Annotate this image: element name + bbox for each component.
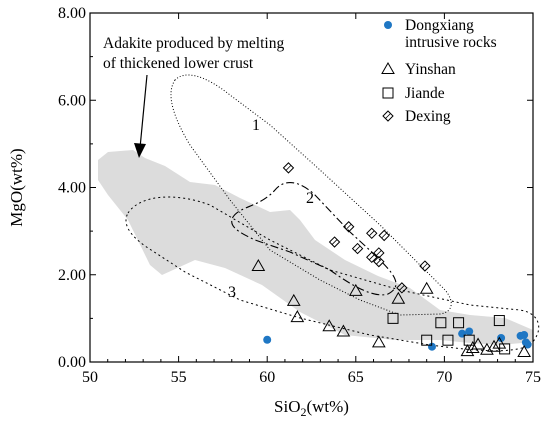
point-diamond-1-slash: [331, 239, 338, 245]
point-square-4: [453, 317, 465, 329]
legend-marker-square: [382, 87, 394, 99]
region-3-label: 3: [228, 284, 236, 301]
point-filled-circle-8: [520, 330, 529, 339]
point-diamond-0-slash: [285, 165, 292, 171]
point-triangle-0: [251, 259, 266, 272]
point-triangle-15: [517, 344, 532, 357]
point-square-0: [387, 312, 399, 324]
legend-marker-diamond: [382, 110, 394, 122]
x-axis-title: SiO2(wt%): [274, 397, 349, 419]
x-tick-label: 60: [259, 369, 275, 386]
point-triangle-8: [419, 281, 434, 294]
x-tick-label: 75: [525, 369, 541, 386]
point-diamond-3-slash: [354, 245, 361, 252]
point-filled-circle-2: [458, 329, 467, 338]
legend-marker-diamond-slash: [385, 113, 391, 119]
point-diamond-6: [373, 247, 385, 259]
point-diamond-7-slash: [381, 232, 387, 239]
region-2-outline: [231, 182, 397, 296]
point-triangle-13: [487, 339, 501, 352]
point-diamond-5-slash: [368, 254, 375, 261]
point-triangle-3: [322, 319, 337, 332]
point-diamond-10-slash: [422, 263, 428, 269]
point-diamond-10: [419, 260, 431, 272]
point-triangle-4: [336, 324, 351, 337]
point-diamond-0: [282, 162, 295, 174]
x-tick-label: 55: [171, 369, 187, 386]
adakite-arrow-head: [134, 143, 146, 158]
y-tick-label: 6.00: [58, 92, 86, 109]
legend-label: Dongxiang: [405, 17, 474, 34]
point-triangle-9: [460, 344, 475, 357]
point-square-7: [499, 343, 511, 355]
point-triangle-5: [348, 283, 363, 296]
point-diamond-1: [328, 236, 341, 248]
point-diamond-2: [343, 221, 355, 233]
point-diamond-9: [396, 282, 408, 294]
region-1-label: 1: [252, 117, 260, 134]
point-triangle-10: [465, 341, 480, 354]
point-triangle-1: [286, 293, 301, 306]
point-triangle-12: [480, 342, 494, 355]
adakite-arrow-shaft: [139, 74, 148, 149]
point-diamond-3: [351, 242, 364, 255]
y-tick-label: 0.00: [58, 354, 86, 371]
point-filled-circle-4: [497, 334, 506, 343]
point-diamond-2-slash: [345, 223, 352, 230]
y-tick-label: 2.00: [58, 267, 86, 284]
point-diamond-5: [366, 251, 378, 264]
point-square-5: [463, 334, 475, 346]
legend-label: Jiande: [405, 85, 445, 102]
y-axis-title: MgO(wt%): [7, 148, 26, 226]
point-diamond-9-slash: [399, 285, 405, 291]
point-diamond-8: [373, 255, 385, 268]
adakite-field: [98, 150, 533, 345]
legend-label: intrusive rocks: [405, 34, 497, 51]
point-triangle-2: [290, 310, 305, 323]
point-square-3: [442, 334, 454, 346]
region-1-outline: [170, 74, 452, 316]
legend-label: Yinshan: [405, 61, 456, 78]
point-square-2: [435, 317, 447, 329]
legend-marker-filled-circle: [384, 21, 392, 29]
adakite-label-line1: Adakite produced by melting: [103, 35, 284, 52]
point-triangle-6: [371, 335, 386, 348]
point-triangle-11: [471, 337, 485, 350]
x-tick-label: 65: [348, 369, 364, 386]
legend-label: Dexing: [405, 108, 451, 125]
point-diamond-4: [366, 227, 378, 240]
legend-marker-triangle: [381, 61, 395, 74]
point-filled-circle-7: [523, 340, 532, 349]
point-diamond-7: [378, 229, 390, 242]
point-diamond-6-slash: [376, 250, 382, 256]
y-tick-label: 8.00: [58, 5, 86, 22]
point-square-1: [421, 334, 433, 346]
x-tick-label: 50: [82, 369, 98, 386]
y-tick-label: 4.00: [58, 180, 86, 197]
point-diamond-8-slash: [376, 258, 382, 265]
point-square-6: [493, 315, 505, 327]
region-2-label: 2: [306, 190, 314, 207]
adakite-label-line2: of thickened lower crust: [103, 55, 254, 72]
point-filled-circle-3: [465, 327, 474, 336]
point-diamond-4-slash: [368, 230, 375, 237]
point-filled-circle-0: [263, 335, 272, 344]
x-tick-label: 70: [436, 369, 452, 386]
point-triangle-7: [391, 291, 406, 304]
